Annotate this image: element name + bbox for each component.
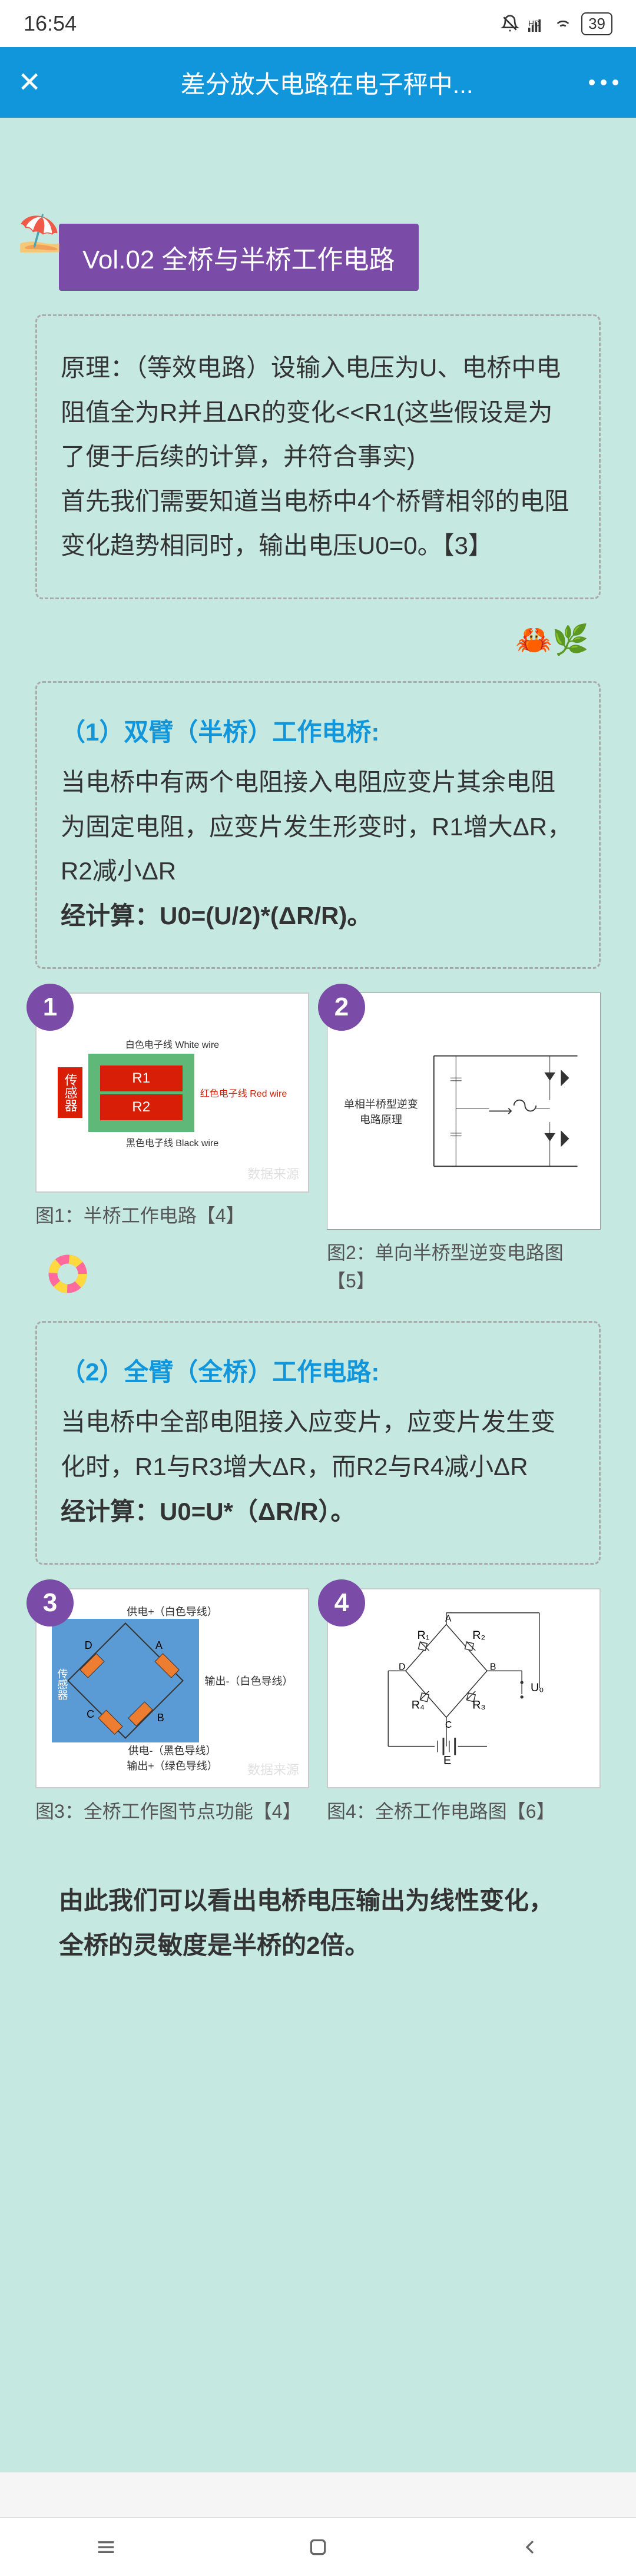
figure-4: 4 (327, 1588, 601, 1825)
fullbridge-circuit-svg: R₁ R₂ R₄ R₃ U₀ E A D B C (340, 1601, 588, 1775)
svg-text:E: E (443, 1754, 451, 1767)
fig4-caption: 图4：全桥工作电路图【6】 (327, 1797, 601, 1825)
svg-text:R₁: R₁ (418, 1629, 430, 1642)
halfbridge-formula: 经计算：U0=(U/2)*(ΔR/R)。 (61, 894, 575, 938)
fullbridge-title: （2）全臂（全桥）工作电路: (61, 1352, 575, 1388)
svg-text:B: B (490, 1662, 496, 1672)
principle-text: 原理：（等效电路）设输入电压为U、电桥中电阻值全为R并且ΔR的变化<<R1(这些… (61, 346, 575, 568)
badge-3: 3 (26, 1579, 74, 1626)
page-content: ⛱️ Vol.02 全桥与半桥工作电路 原理：（等效电路）设输入电压为U、电桥中… (0, 118, 636, 2472)
notification-off-icon (501, 14, 519, 33)
svg-text:R₃: R₃ (472, 1699, 485, 1712)
fig3-image: 供电+（白色导线） 传感器 A B C D 输出-（白色导线） 供 (35, 1588, 309, 1788)
figure-2: 2 单相半桥型逆变电路原理 图2：单向半桥型逆变电路图【5】 (327, 992, 601, 1230)
nav-home-button[interactable] (300, 2529, 336, 2565)
fig1-caption: 图1：半桥工作电路【4】 (35, 1201, 309, 1230)
close-icon[interactable]: ✕ (18, 66, 41, 99)
sensor-block: R1 R2 (88, 1054, 194, 1132)
watermark: 数据来源 (247, 1760, 299, 1778)
fig4-image: R₁ R₂ R₄ R₃ U₀ E A D B C (327, 1588, 601, 1788)
fig2-image: 单相半桥型逆变电路原理 (327, 992, 601, 1230)
halfbridge-body: 当电桥中有两个电阻接入电阻应变片其余电阻为固定电阻，应变片发生形变时，R1增大Δ… (61, 760, 575, 894)
svg-text:C: C (445, 1720, 452, 1730)
volume-title: Vol.02 全桥与半桥工作电路 (59, 224, 419, 291)
svg-text:D: D (399, 1662, 405, 1672)
status-bar: 16:54 HD 39 (0, 0, 636, 47)
decoration-crab: 🦀🌿 (47, 623, 589, 658)
watermark: 数据来源 (247, 1164, 299, 1183)
umbrella-icon: ⛱️ (18, 212, 62, 254)
status-time: 16:54 (24, 11, 77, 36)
status-icons: HD 39 (501, 12, 612, 35)
halfbridge-title: （1）双臂（半桥）工作电桥: (61, 712, 575, 748)
svg-text:R₄: R₄ (412, 1699, 425, 1712)
halfbridge-card: （1）双臂（半桥）工作电桥: 当电桥中有两个电阻接入电阻应变片其余电阻为固定电阻… (35, 681, 601, 969)
bridge-diamond: A B C D (67, 1622, 184, 1739)
figures-row-1: 1 白色电子线 White wire 传感器 R1 R2 红色电子线 Red w… (35, 992, 601, 1230)
svg-text:U₀: U₀ (531, 1681, 544, 1694)
conclusion-text: 由此我们可以看出电桥电压输出为线性变化，全桥的灵敏度是半桥的2倍。 (59, 1878, 577, 1967)
figure-1: 1 白色电子线 White wire 传感器 R1 R2 红色电子线 Red w… (35, 992, 309, 1230)
principle-card: 原理：（等效电路）设输入电压为U、电桥中电阻值全为R并且ΔR的变化<<R1(这些… (35, 314, 601, 599)
fullbridge-formula: 经计算：U0=U*（ΔR/R）。 (61, 1489, 575, 1534)
figures-row-2: 3 供电+（白色导线） 传感器 A B C D 输出-（白色导线） (35, 1588, 601, 1825)
svg-text:R₂: R₂ (472, 1629, 485, 1642)
wifi-icon (554, 14, 572, 33)
fullbridge-body: 当电桥中全部电阻接入应变片，应变片发生变化时，R1与R3增大ΔR，而R2与R4减… (61, 1400, 575, 1489)
fig1-image: 白色电子线 White wire 传感器 R1 R2 红色电子线 Red wir… (35, 992, 309, 1193)
badge-1: 1 (26, 984, 74, 1031)
fullbridge-card: （2）全臂（全桥）工作电路: 当电桥中全部电阻接入应变片，应变片发生变化时，R1… (35, 1321, 601, 1565)
fig3-caption: 图3：全桥工作图节点功能【4】 (35, 1797, 309, 1825)
volume-header: ⛱️ Vol.02 全桥与半桥工作电路 (59, 224, 612, 291)
badge-4: 4 (318, 1579, 365, 1626)
signal-icon: HD (528, 15, 545, 32)
battery-indicator: 39 (581, 12, 612, 35)
svg-text:HD: HD (528, 19, 540, 28)
nav-menu-button[interactable] (88, 2529, 124, 2565)
header-title: 差分放大电路在电子秤中... (65, 65, 589, 101)
android-nav-bar (0, 2517, 636, 2576)
svg-text:A: A (445, 1614, 452, 1624)
app-header: ✕ 差分放大电路在电子秤中... (0, 47, 636, 118)
figure-3: 3 供电+（白色导线） 传感器 A B C D 输出-（白色导线） (35, 1588, 309, 1825)
badge-2: 2 (318, 984, 365, 1031)
inverter-circuit-svg (423, 1021, 588, 1201)
fig2-caption: 图2：单向半桥型逆变电路图【5】 (327, 1239, 601, 1295)
nav-back-button[interactable] (512, 2529, 548, 2565)
more-icon[interactable] (589, 79, 618, 85)
conclusion-card: 由此我们可以看出电桥电压输出为线性变化，全桥的灵敏度是半桥的2倍。 (35, 1849, 601, 1997)
